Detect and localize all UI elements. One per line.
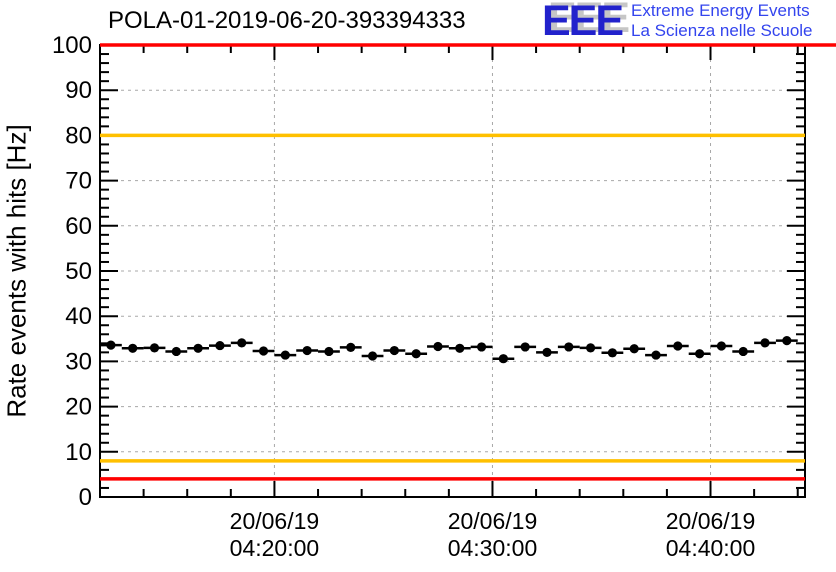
x-tick-label-time: 04:40:00 — [666, 535, 756, 561]
y-tick-label: 80 — [65, 122, 92, 149]
eee-logo: EEE Extreme Energy Events La Scienza nel… — [542, 0, 813, 46]
data-point — [237, 338, 247, 348]
data-point — [193, 343, 203, 353]
data-point — [585, 343, 596, 353]
data-point — [455, 343, 465, 353]
data-point — [782, 336, 792, 346]
y-tick-label: 0 — [79, 484, 92, 511]
y-tick-label: 40 — [65, 303, 92, 330]
data-point — [738, 346, 748, 357]
y-tick-label: 30 — [65, 348, 92, 375]
data-point — [346, 342, 356, 352]
data-point — [607, 348, 617, 358]
data-point — [564, 342, 574, 352]
data-point — [215, 340, 225, 351]
data-point — [389, 345, 399, 356]
data-point — [651, 350, 661, 360]
data-point — [433, 341, 443, 352]
data-point — [760, 338, 770, 348]
data-point — [106, 340, 116, 350]
y-tick-label: 20 — [65, 394, 92, 421]
eee-logo-text: Extreme Energy Events La Scienza nelle S… — [631, 1, 812, 41]
data-point — [716, 341, 727, 351]
y-tick-label: 50 — [65, 258, 92, 285]
data-point — [695, 349, 705, 359]
chart-title: POLA-01-2019-06-20-393394333 — [108, 7, 466, 34]
data-point — [149, 343, 160, 353]
x-tick-label-time: 04:20:00 — [230, 535, 320, 561]
data-point — [302, 345, 312, 356]
data-point — [629, 344, 639, 354]
y-tick-label: 60 — [65, 213, 92, 240]
x-tick-label-date: 20/06/19 — [230, 508, 320, 534]
eee-logo-line1: Extreme Energy Events — [631, 1, 810, 20]
data-point — [324, 346, 334, 357]
y-tick-label: 100 — [52, 32, 92, 59]
eee-logo-acronym: EEE — [542, 0, 624, 46]
data-point — [128, 343, 138, 353]
data-point — [673, 341, 683, 351]
data-point — [258, 346, 269, 356]
eee-logo-line2: La Scienza nelle Scuole — [631, 21, 813, 41]
data-point — [171, 346, 181, 357]
x-tick-label-date: 20/06/19 — [448, 508, 538, 534]
data-point — [280, 350, 290, 360]
x-tick-label-time: 04:30:00 — [448, 535, 538, 561]
y-tick-label: 70 — [65, 168, 92, 195]
data-point — [498, 354, 508, 364]
data-point — [476, 342, 487, 352]
y-tick-label: 10 — [65, 439, 92, 466]
data-point — [367, 351, 378, 361]
x-tick-label-date: 20/06/19 — [666, 508, 756, 534]
y-axis-title: Rate events with hits [Hz] — [1, 124, 32, 418]
y-tick-label: 90 — [65, 77, 92, 104]
data-point — [542, 347, 552, 357]
data-point — [411, 349, 421, 359]
data-point — [520, 342, 530, 352]
